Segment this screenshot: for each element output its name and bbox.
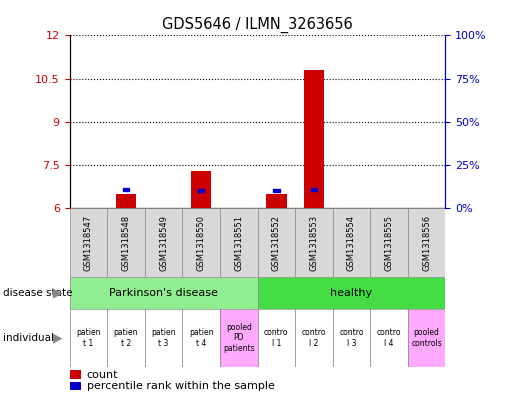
Text: ▶: ▶ <box>53 286 63 299</box>
Bar <box>258 277 445 309</box>
Text: GSM1318553: GSM1318553 <box>310 215 318 271</box>
Bar <box>107 208 145 277</box>
Bar <box>333 309 370 367</box>
Bar <box>198 189 204 192</box>
Bar <box>182 208 220 277</box>
Text: pooled
PD
patients: pooled PD patients <box>223 323 254 353</box>
Bar <box>107 309 145 367</box>
Text: disease state: disease state <box>3 288 72 298</box>
Bar <box>266 194 287 208</box>
Bar <box>123 188 129 191</box>
Text: ▶: ▶ <box>53 331 63 345</box>
Bar <box>370 309 408 367</box>
Text: GSM1318556: GSM1318556 <box>422 215 431 271</box>
Bar <box>115 194 136 208</box>
Text: Parkinson's disease: Parkinson's disease <box>109 288 218 298</box>
Text: patien
t 4: patien t 4 <box>189 328 213 348</box>
Text: GSM1318548: GSM1318548 <box>122 215 130 271</box>
Bar <box>273 189 280 192</box>
Text: patien
t 1: patien t 1 <box>76 328 100 348</box>
Bar <box>70 277 258 309</box>
Text: contro
l 1: contro l 1 <box>264 328 288 348</box>
Bar <box>258 309 295 367</box>
Bar <box>70 382 81 391</box>
Text: percentile rank within the sample: percentile rank within the sample <box>87 381 274 391</box>
Bar <box>408 309 445 367</box>
Text: count: count <box>87 369 118 380</box>
Text: contro
l 3: contro l 3 <box>339 328 364 348</box>
Text: GSM1318549: GSM1318549 <box>159 215 168 271</box>
Text: contro
l 4: contro l 4 <box>377 328 401 348</box>
Bar <box>145 208 182 277</box>
Text: individual: individual <box>3 333 54 343</box>
Bar <box>408 208 445 277</box>
Text: pooled
controls: pooled controls <box>411 328 442 348</box>
Text: GSM1318547: GSM1318547 <box>84 215 93 271</box>
Bar <box>70 370 81 379</box>
Text: patien
t 3: patien t 3 <box>151 328 176 348</box>
Bar <box>370 208 408 277</box>
Bar <box>333 208 370 277</box>
Text: patien
t 2: patien t 2 <box>114 328 138 348</box>
Bar <box>295 208 333 277</box>
Text: GSM1318551: GSM1318551 <box>234 215 243 271</box>
Text: contro
l 2: contro l 2 <box>302 328 326 348</box>
Bar <box>145 309 182 367</box>
Title: GDS5646 / ILMN_3263656: GDS5646 / ILMN_3263656 <box>162 17 353 33</box>
Text: GSM1318552: GSM1318552 <box>272 215 281 271</box>
Bar <box>70 208 107 277</box>
Text: GSM1318555: GSM1318555 <box>385 215 393 271</box>
Text: GSM1318554: GSM1318554 <box>347 215 356 271</box>
Bar <box>295 309 333 367</box>
Bar <box>182 309 220 367</box>
Bar <box>311 188 317 191</box>
Bar <box>70 309 107 367</box>
Bar <box>191 171 212 208</box>
Text: GSM1318550: GSM1318550 <box>197 215 205 271</box>
Bar <box>220 309 258 367</box>
Bar <box>303 70 324 208</box>
Bar <box>258 208 295 277</box>
Bar <box>220 208 258 277</box>
Text: healthy: healthy <box>331 288 372 298</box>
